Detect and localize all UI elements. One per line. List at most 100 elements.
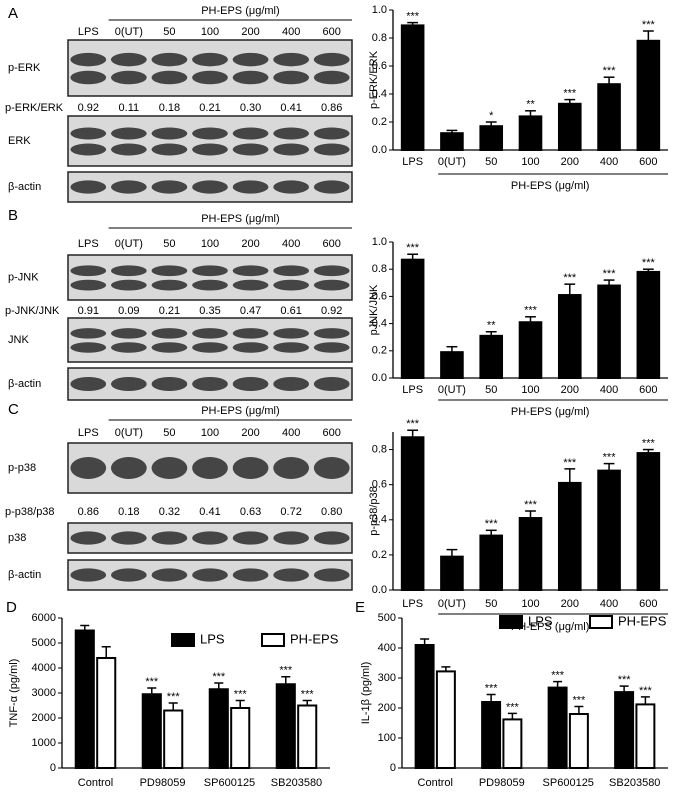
bar [518, 321, 543, 379]
bar [440, 132, 464, 151]
y-tick-label: 0.6 [372, 60, 387, 72]
band [151, 180, 188, 194]
bar [163, 709, 184, 769]
y-tick-label: 100 [378, 732, 396, 744]
bar [518, 517, 543, 591]
ratio-value: 0.18 [118, 506, 139, 518]
band [313, 52, 350, 67]
y-tick-label: 1.0 [372, 236, 387, 248]
bar [208, 688, 229, 769]
band [313, 265, 350, 277]
y-tick-label: 5000 [32, 637, 56, 649]
lane-label: 0(UT) [115, 427, 143, 439]
y-tick-label: 0.6 [372, 479, 387, 491]
x-tick-label: 400 [600, 384, 618, 396]
band [70, 180, 107, 194]
row-label: ERK [8, 135, 31, 147]
y-tick-label: 4000 [32, 662, 56, 674]
bar [502, 718, 523, 770]
band [313, 568, 350, 582]
significance: *** [406, 11, 420, 23]
band [273, 376, 309, 392]
y-tick-label: 1000 [32, 737, 56, 749]
band [313, 328, 350, 339]
band [192, 457, 228, 479]
band [151, 52, 188, 67]
lane-label: LPS [78, 427, 99, 439]
x-tick-label: 0(UT) [438, 598, 466, 610]
legend-swatch [261, 633, 285, 647]
bar [614, 691, 635, 769]
bar [141, 693, 162, 769]
band [111, 52, 147, 67]
bar [435, 670, 456, 770]
legend-swatch [171, 633, 195, 647]
bar [636, 270, 661, 380]
band [232, 568, 269, 582]
significance: *** [167, 691, 181, 703]
band [70, 328, 107, 339]
band [232, 531, 269, 545]
y-tick-label: 0.0 [372, 372, 387, 384]
lane-label: 100 [201, 238, 219, 250]
x-tick-label: SP600125 [543, 777, 594, 789]
band [70, 279, 107, 291]
x-tick-label: 100 [521, 598, 539, 610]
bar [557, 102, 582, 152]
band [232, 279, 269, 291]
row-label: p-ERK [8, 62, 41, 74]
lane-label: 400 [282, 26, 300, 38]
band [313, 457, 350, 479]
band [151, 127, 188, 140]
significance: *** [279, 665, 293, 677]
ratio-value: 0.41 [199, 506, 220, 518]
y-axis-label: pJNK/JNK [368, 284, 380, 335]
significance: *** [551, 670, 565, 682]
legend-label: PH-EPS [290, 631, 339, 646]
significance: *** [506, 701, 520, 713]
significance: *** [563, 457, 577, 469]
panel-letter: D [6, 599, 17, 616]
x-tick-label: SB203580 [609, 777, 660, 789]
band [192, 52, 228, 67]
ratio-label: p-p38/p38 [5, 506, 55, 518]
band [313, 342, 350, 353]
band [273, 143, 309, 156]
x-tick-label: 0(UT) [438, 384, 466, 396]
lane-label: 100 [201, 427, 219, 439]
band [151, 568, 188, 582]
ratio-value: 0.80 [321, 506, 342, 518]
band [70, 531, 107, 545]
ratio-value: 0.11 [119, 102, 140, 114]
lane-label: LPS [78, 26, 99, 38]
ratio-value: 0.86 [78, 506, 99, 518]
band [111, 127, 147, 140]
row-label: p-JNK [8, 271, 39, 283]
significance: * [489, 110, 494, 122]
y-tick-label: 0.4 [372, 318, 387, 330]
band [232, 265, 269, 277]
blot-box [67, 254, 353, 301]
ratio-label: p-ERK/ERK [5, 102, 64, 114]
bar [479, 334, 504, 379]
lane-label: LPS [78, 238, 99, 250]
band [70, 376, 107, 392]
band [232, 376, 269, 392]
bar [547, 686, 568, 769]
ratio-value: 0.09 [118, 305, 139, 317]
x-tick-label: 0(UT) [438, 156, 466, 168]
ratio-value: 0.18 [159, 102, 180, 114]
band [313, 70, 350, 85]
row-label: p38 [8, 532, 26, 544]
band [70, 70, 107, 85]
y-tick-label: 3000 [32, 687, 56, 699]
band [273, 52, 309, 67]
band [151, 279, 188, 291]
row-label: JNK [8, 334, 29, 346]
significance: *** [603, 452, 617, 464]
x-tick-label: 50 [485, 598, 497, 610]
ratio-value: 0.92 [78, 102, 99, 114]
band [70, 143, 107, 156]
ratio-value: 0.21 [159, 305, 180, 317]
